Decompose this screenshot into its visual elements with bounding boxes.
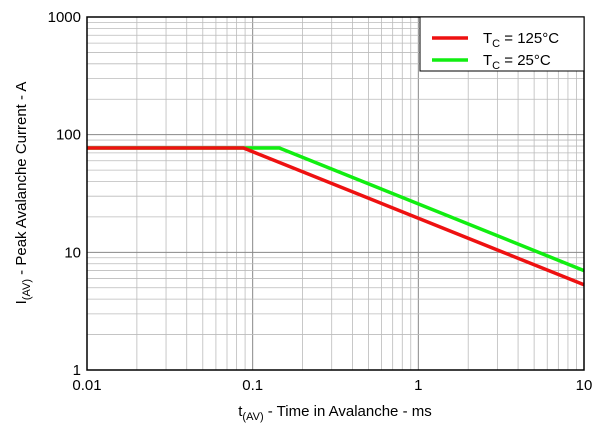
y-tick-label: 1000 xyxy=(48,9,81,26)
y-axis-label: I(AV) - Peak Avalanche Current - A xyxy=(13,82,33,305)
legend: TC = 125°C TC = 25°C xyxy=(419,16,585,72)
legend-box xyxy=(419,16,585,72)
x-tick-label: 0.1 xyxy=(242,377,263,394)
x-tick-label: 10 xyxy=(576,377,593,394)
legend-label-125c: TC = 125°C xyxy=(483,30,559,50)
x-tick-label: 0.01 xyxy=(72,377,101,394)
tick-labels: 0.01 0.1 1 10 1 10 100 1000 xyxy=(48,9,593,394)
legend-label-25c: TC = 25°C xyxy=(483,52,551,72)
x-axis-label: t(AV) - Time in Avalanche - ms xyxy=(238,403,431,423)
series-lines xyxy=(87,146,585,287)
series-line-125c xyxy=(87,146,585,287)
y-tick-label: 100 xyxy=(56,127,81,144)
x-tick-label: 1 xyxy=(414,377,422,394)
plot-frame xyxy=(86,16,585,371)
y-tick-label: 10 xyxy=(64,244,81,261)
y-tick-label: 1 xyxy=(73,362,81,379)
